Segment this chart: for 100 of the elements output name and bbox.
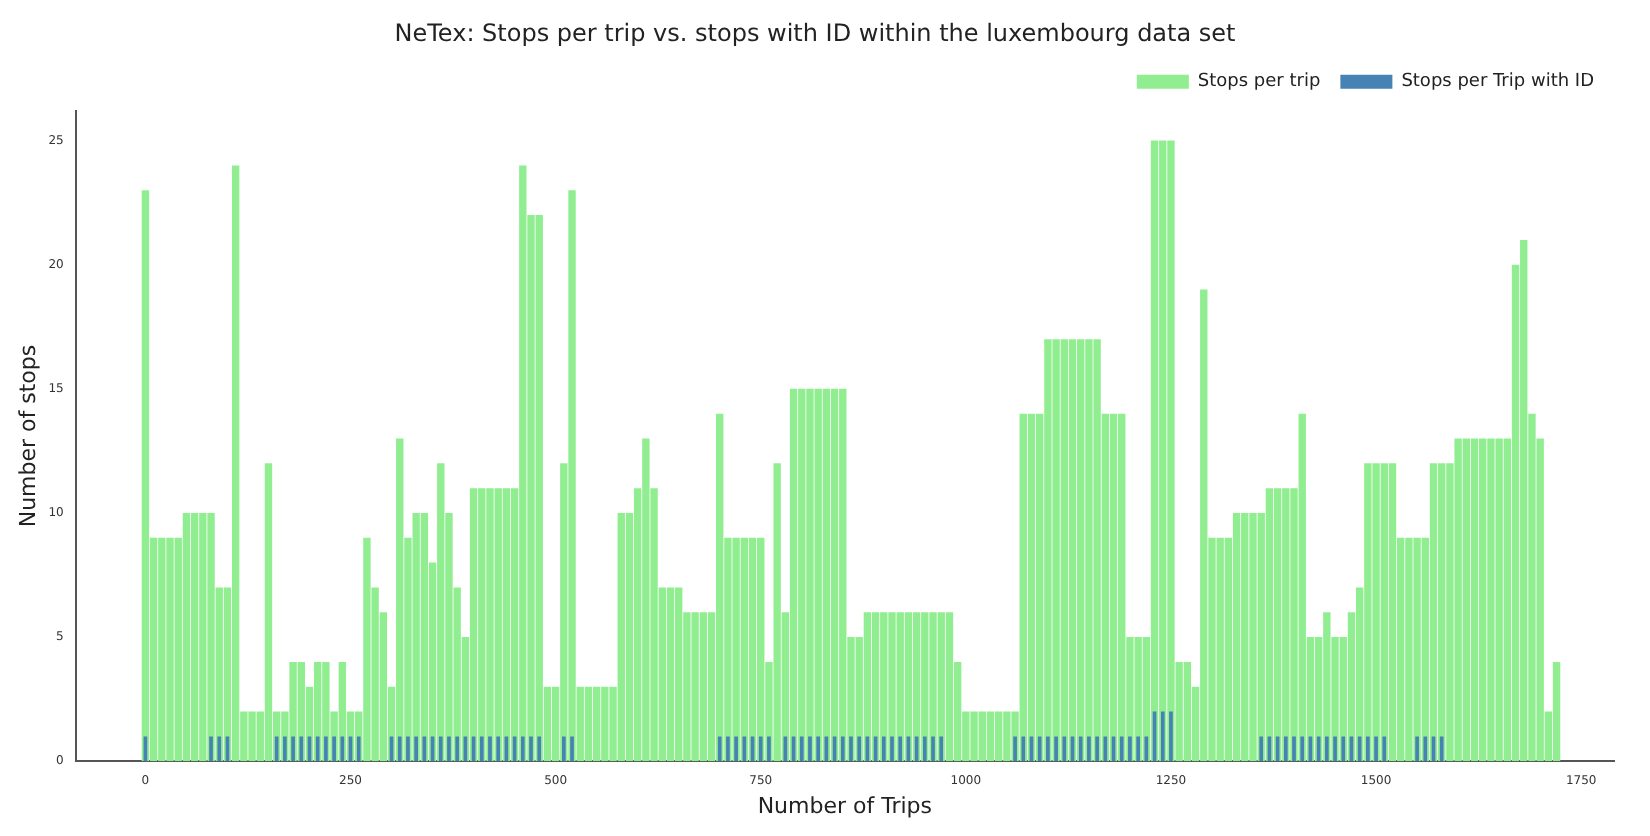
x-axis-title: Number of Trips (757, 792, 933, 819)
bar (1052, 339, 1060, 762)
bar (1068, 339, 1077, 762)
bar (617, 512, 625, 762)
bar (1241, 512, 1249, 762)
bar (437, 463, 445, 762)
bar (1003, 711, 1011, 762)
bar (757, 537, 765, 762)
bar (182, 512, 191, 762)
bar (986, 711, 995, 762)
bar (1027, 413, 1036, 762)
bar (1249, 512, 1257, 762)
bar (141, 190, 150, 762)
bar (1044, 339, 1052, 762)
bar (1200, 289, 1208, 762)
bar (1470, 438, 1479, 762)
bar (486, 488, 494, 762)
bar (502, 488, 511, 762)
bar (642, 438, 650, 762)
bar (1495, 438, 1503, 762)
bar (1167, 140, 1175, 762)
bar (912, 612, 921, 762)
bar (1552, 661, 1561, 762)
bar (798, 388, 806, 762)
bar (1019, 413, 1027, 762)
bar (822, 388, 831, 762)
bar (1487, 438, 1495, 762)
bar (1479, 438, 1487, 762)
bar (1388, 463, 1397, 762)
bar (478, 488, 486, 762)
bar (1454, 438, 1462, 762)
bar (863, 612, 872, 762)
bar (231, 165, 240, 762)
bar (1232, 512, 1241, 762)
bar (937, 612, 945, 762)
bar (1077, 339, 1085, 762)
bar (691, 612, 699, 762)
bar (806, 388, 814, 762)
bar (773, 463, 781, 762)
bar (1372, 463, 1380, 762)
bar (1380, 463, 1388, 762)
bar (568, 190, 576, 762)
bar (363, 537, 371, 762)
bar (264, 463, 273, 762)
bar (1085, 339, 1093, 762)
bar (978, 711, 986, 762)
y-axis-title: Number of stops (14, 344, 41, 528)
bar (830, 388, 839, 762)
bar (1109, 413, 1118, 762)
bar (199, 512, 207, 762)
bar (1462, 438, 1471, 762)
bar (970, 711, 978, 762)
bar (1282, 488, 1290, 762)
bar (1413, 537, 1421, 762)
legend-label: Stops per Trip with ID (1401, 72, 1595, 93)
bar (519, 165, 527, 762)
bar (1134, 637, 1142, 762)
bar (1093, 339, 1101, 762)
bar (1438, 463, 1446, 762)
bar (601, 686, 609, 762)
bar (748, 537, 757, 762)
bar (1265, 488, 1274, 762)
bar (469, 488, 478, 762)
bar (1150, 140, 1159, 762)
bar (190, 512, 199, 762)
bar (1183, 661, 1192, 762)
bar (1405, 537, 1413, 762)
bar (248, 711, 256, 762)
bar (929, 612, 937, 762)
bar (888, 612, 896, 762)
chart-title: NeTex: Stops per trip vs. stops with ID within the luxembourg data set (394, 18, 1237, 47)
bar (716, 413, 724, 762)
legend-label: Stops per trip (1197, 72, 1321, 93)
bar (945, 612, 954, 762)
bar (740, 537, 749, 762)
bar (666, 587, 675, 762)
bar (839, 388, 847, 762)
bar (1323, 612, 1331, 762)
bar (592, 686, 601, 762)
bar (871, 612, 880, 762)
bar (896, 612, 904, 762)
bar (396, 438, 404, 762)
bar (1520, 239, 1528, 762)
bar (584, 686, 593, 762)
bar (1216, 537, 1224, 762)
bar (675, 587, 683, 762)
bar (1429, 463, 1438, 762)
bar (814, 388, 822, 762)
bar (420, 512, 429, 762)
bar (1273, 488, 1282, 762)
bar (921, 612, 929, 762)
bar (1159, 140, 1167, 762)
bar (1118, 413, 1126, 762)
bar (904, 612, 913, 762)
bar (789, 388, 798, 762)
bar (166, 537, 174, 762)
bar (535, 215, 543, 762)
bar (994, 711, 1003, 762)
bar (494, 488, 502, 762)
bar (699, 612, 707, 762)
